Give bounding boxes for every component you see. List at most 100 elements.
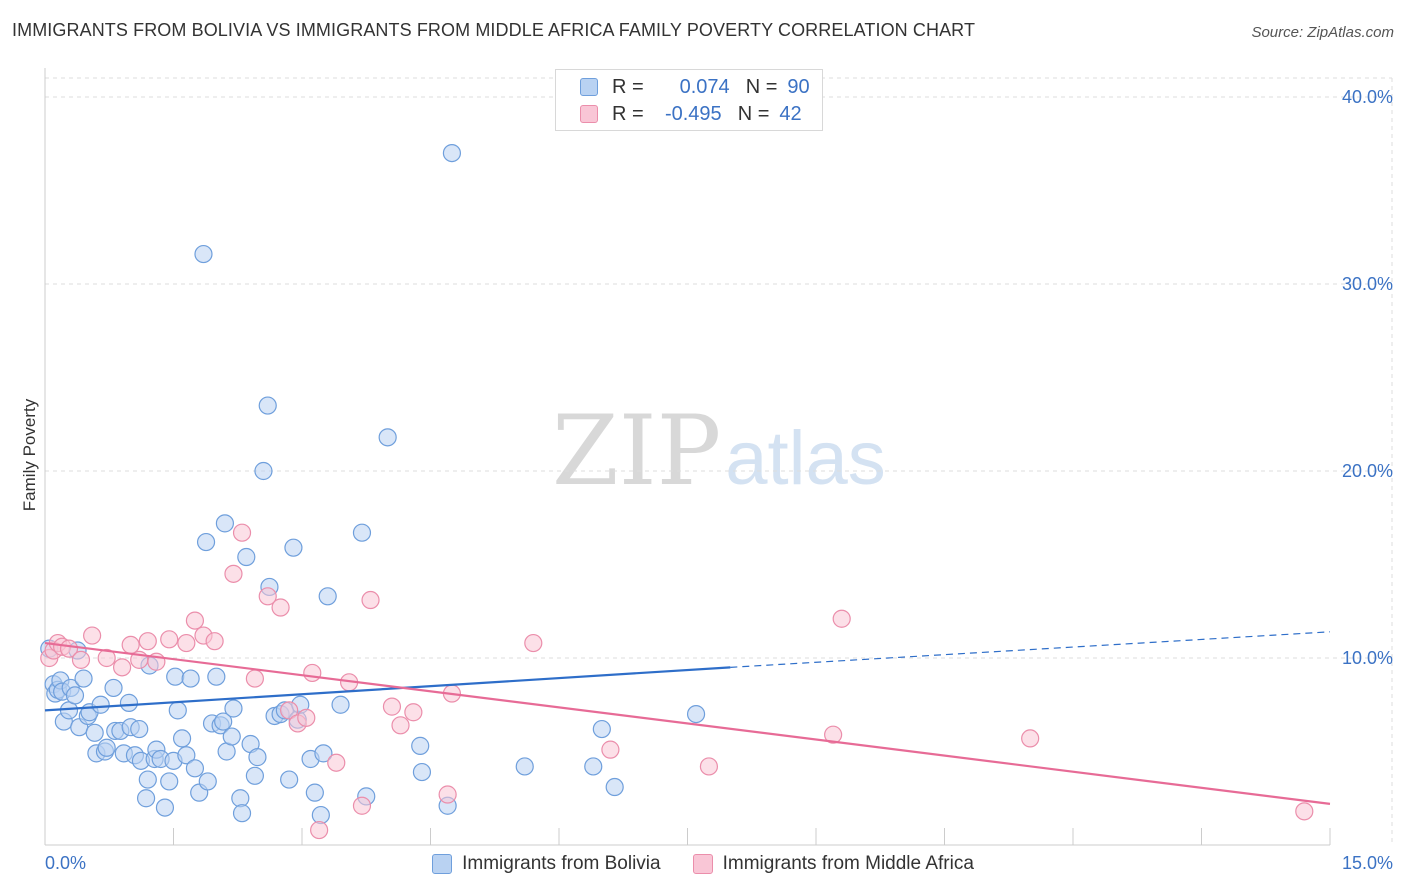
- legend-label-bolivia: Immigrants from Bolivia: [462, 853, 661, 874]
- middle-africa-point: [327, 753, 346, 772]
- bolivia-point: [166, 667, 185, 686]
- legend-item-bolivia[interactable]: Immigrants from Bolivia: [432, 853, 661, 875]
- middle-africa-point: [224, 564, 243, 583]
- r-label: R =: [612, 102, 644, 125]
- bolivia-point: [168, 701, 187, 720]
- middle-africa-point: [97, 648, 116, 668]
- middle-africa-point: [138, 632, 157, 651]
- grid-layer: [45, 77, 1393, 845]
- bolivia-point: [232, 804, 252, 823]
- axis-layer: [44, 68, 1331, 846]
- x-tick-label: 15.0%: [1342, 853, 1393, 873]
- bolivia-point: [378, 428, 397, 447]
- bolivia-point: [177, 746, 196, 765]
- bolivia-point: [104, 678, 123, 698]
- stats-row-bolivia: R = 0.074 N = 90: [580, 76, 810, 98]
- middle-africa-point: [71, 650, 91, 669]
- middle-africa-legend-swatch: [692, 854, 713, 874]
- middle-africa-point: [160, 630, 179, 649]
- bolivia-point: [97, 738, 116, 757]
- bolivia-point: [198, 772, 217, 791]
- middle-africa-point: [297, 708, 316, 727]
- bolivia-point: [185, 759, 205, 778]
- middle-africa-point: [382, 697, 402, 716]
- n-value: 90: [787, 75, 810, 98]
- middle-africa-swatch: [580, 105, 598, 123]
- bolivia-point: [130, 719, 149, 739]
- bolivia-point: [584, 757, 603, 776]
- bolivia-point: [515, 757, 534, 776]
- bolivia-point: [352, 523, 372, 542]
- r-label: R =: [612, 75, 644, 98]
- bolivia-point: [331, 695, 350, 714]
- bolivia-point: [119, 693, 139, 712]
- bolivia-point: [305, 783, 324, 802]
- middle-africa-point: [601, 740, 620, 759]
- y-tick-label: 40.0%: [1342, 87, 1393, 107]
- bolivia-legend-swatch: [432, 854, 453, 874]
- bolivia-trend-line: [44, 666, 731, 712]
- middle-africa-point: [83, 626, 102, 645]
- y-tick-label: 10.0%: [1342, 648, 1393, 668]
- middle-africa-point: [232, 523, 252, 542]
- bolivia-point: [254, 461, 273, 481]
- bolivia-point: [85, 723, 104, 742]
- bolivia-point: [207, 667, 226, 686]
- y-tick-label: 30.0%: [1342, 274, 1393, 294]
- bolivia-point: [245, 766, 264, 785]
- bolivia-point: [222, 727, 241, 746]
- bolivia-point: [74, 669, 93, 688]
- bolivia-trend-extension: [730, 631, 1331, 668]
- bolivia-point: [65, 686, 85, 705]
- x-tick-label: 0.0%: [45, 853, 86, 873]
- stats-legend: R = 0.074 N = 90 R = -0.495 N = 42: [555, 69, 823, 131]
- middle-africa-point: [185, 611, 205, 630]
- bolivia-point: [215, 514, 234, 533]
- middle-africa-trend-line: [44, 641, 1331, 805]
- middle-africa-point: [258, 587, 277, 606]
- series-legend: Immigrants from Bolivia Immigrants from …: [0, 851, 1406, 877]
- middle-africa-point: [1295, 802, 1314, 821]
- bolivia-point: [160, 772, 179, 791]
- label-layer: 10.0% 20.0% 30.0% 40.0% 0.0% 15.0%: [45, 87, 1393, 873]
- bolivia-point: [442, 144, 462, 163]
- middle-africa-point: [361, 590, 380, 610]
- middle-africa-point: [121, 635, 140, 655]
- middle-africa-point: [832, 609, 851, 628]
- middle-africa-point: [1021, 729, 1040, 748]
- middle-africa-point: [59, 639, 79, 658]
- middle-africa-point: [310, 820, 329, 840]
- bolivia-point: [214, 712, 233, 731]
- legend-item-middle-africa[interactable]: Immigrants from Middle Africa: [692, 853, 974, 875]
- bolivia-point: [592, 719, 611, 739]
- n-label: N =: [745, 75, 778, 98]
- bolivia-point: [231, 789, 250, 808]
- bolivia-swatch: [580, 78, 598, 96]
- middle-africa-point: [404, 703, 423, 722]
- bolivia-point: [136, 789, 156, 808]
- stats-row-middle-africa: R = -0.495 N = 42: [580, 103, 802, 125]
- bolivia-point: [412, 762, 432, 782]
- r-value: 0.074: [679, 75, 730, 98]
- n-value: 42: [779, 102, 802, 125]
- bolivia-point: [311, 805, 330, 825]
- points-layer: [40, 144, 1314, 840]
- bolivia-point: [280, 770, 299, 789]
- bolivia-point: [196, 532, 216, 552]
- source-credit: Source: ZipAtlas.com: [1251, 24, 1394, 41]
- legend-label-middle-africa: Immigrants from Middle Africa: [722, 853, 974, 874]
- middle-africa-point: [824, 725, 843, 744]
- bolivia-point: [155, 798, 175, 817]
- chart-title: IMMIGRANTS FROM BOLIVIA VS IMMIGRANTS FR…: [12, 20, 976, 40]
- middle-africa-point: [177, 633, 196, 653]
- r-value: -0.495: [664, 102, 722, 125]
- bolivia-point: [411, 736, 430, 755]
- y-tick-label: 20.0%: [1342, 461, 1393, 481]
- middle-africa-point: [352, 796, 372, 815]
- middle-africa-point: [271, 598, 290, 617]
- trend-layer: [44, 631, 1331, 805]
- middle-africa-point: [280, 701, 299, 720]
- middle-africa-point: [303, 663, 322, 683]
- middle-africa-point: [112, 658, 132, 677]
